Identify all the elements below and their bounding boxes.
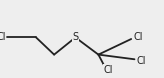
Text: Cl: Cl: [134, 32, 143, 42]
Text: Cl: Cl: [137, 56, 146, 66]
Text: S: S: [72, 32, 79, 42]
Text: Cl: Cl: [0, 32, 6, 42]
Text: Cl: Cl: [103, 65, 113, 75]
